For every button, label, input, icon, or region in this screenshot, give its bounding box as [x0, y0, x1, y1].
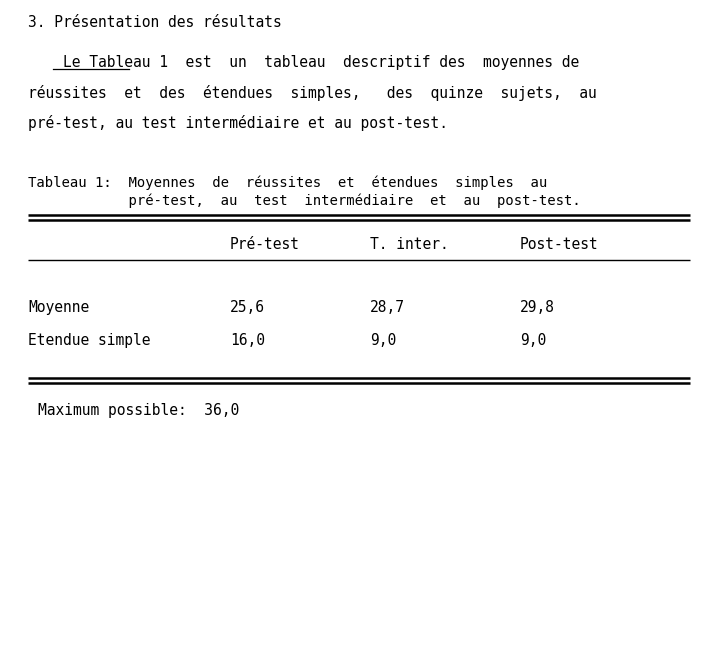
Text: 28,7: 28,7 — [370, 300, 405, 315]
Text: Post-test: Post-test — [520, 237, 599, 252]
Text: réussites  et  des  étendues  simples,   des  quinze  sujets,  au: réussites et des étendues simples, des q… — [28, 85, 597, 101]
Text: 9,0: 9,0 — [370, 333, 397, 348]
Text: Tableau 1:  Moyennes  de  réussites  et  étendues  simples  au: Tableau 1: Moyennes de réussites et éten… — [28, 175, 547, 189]
Text: Maximum possible:  36,0: Maximum possible: 36,0 — [38, 403, 239, 418]
Text: Pré-test: Pré-test — [230, 237, 300, 252]
Text: 29,8: 29,8 — [520, 300, 555, 315]
Text: Le Tableau 1  est  un  tableau  descriptif des  moyennes de: Le Tableau 1 est un tableau descriptif d… — [28, 55, 579, 70]
Text: 9,0: 9,0 — [520, 333, 546, 348]
Text: 25,6: 25,6 — [230, 300, 265, 315]
Text: T. inter.: T. inter. — [370, 237, 449, 252]
Text: pré-test,  au  test  intermédiaire  et  au  post-test.: pré-test, au test intermédiaire et au po… — [28, 193, 581, 207]
Text: Moyenne: Moyenne — [28, 300, 89, 315]
Text: pré-test, au test intermédiaire et au post-test.: pré-test, au test intermédiaire et au po… — [28, 115, 448, 131]
Text: 16,0: 16,0 — [230, 333, 265, 348]
Text: 3. Présentation des résultats: 3. Présentation des résultats — [28, 15, 282, 30]
Text: Etendue simple: Etendue simple — [28, 333, 151, 348]
